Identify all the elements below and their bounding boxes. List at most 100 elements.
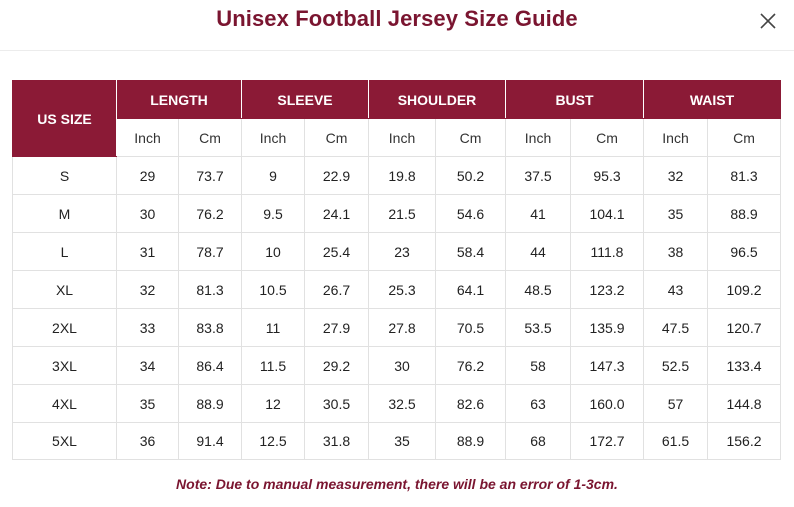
measurement-cell: 64.1 <box>435 270 506 309</box>
measurement-cell: 88.9 <box>178 384 242 423</box>
group-header-row: US SIZE LENGTH SLEEVE SHOULDER BUST WAIS… <box>12 80 781 157</box>
measurement-cell: 24.1 <box>304 194 369 233</box>
measurement-cell: 25.4 <box>304 232 369 271</box>
measurement-cell: 22.9 <box>304 156 369 195</box>
table-row: XL 32 81.3 10.5 26.7 25.3 64.1 48.5 123.2 43 109.2 <box>12 270 781 309</box>
measurement-cell: 35 <box>368 422 436 460</box>
measurement-cell: 21.5 <box>368 194 436 233</box>
table-row: 5XL 36 91.4 12.5 31.8 35 88.9 68 172.7 61.5 156.2 <box>12 422 781 460</box>
size-cell: 3XL <box>12 346 117 385</box>
measurement-cell: 70.5 <box>435 308 506 347</box>
unit-header-cm: Cm <box>707 118 781 157</box>
size-cell: L <box>12 232 117 271</box>
measurement-cell: 30.5 <box>304 384 369 423</box>
measurement-cell: 86.4 <box>178 346 242 385</box>
measurement-cell: 123.2 <box>570 270 644 309</box>
measurement-cell: 32 <box>643 156 708 195</box>
unit-header-cm: Cm <box>178 118 242 157</box>
measurement-cell: 82.6 <box>435 384 506 423</box>
measurement-cell: 32.5 <box>368 384 436 423</box>
measurement-cell: 76.2 <box>178 194 242 233</box>
measurement-cell: 25.3 <box>368 270 436 309</box>
measurement-cell: 83.8 <box>178 308 242 347</box>
measurement-cell: 63 <box>505 384 571 423</box>
modal-header: Unisex Football Jersey Size Guide <box>0 0 794 51</box>
measurement-cell: 12 <box>241 384 305 423</box>
measurement-cell: 10 <box>241 232 305 271</box>
measurement-cell: 96.5 <box>707 232 781 271</box>
measurement-cell: 147.3 <box>570 346 644 385</box>
measurement-cell: 30 <box>116 194 179 233</box>
measurement-cell: 68 <box>505 422 571 460</box>
size-table: US SIZE LENGTH SLEEVE SHOULDER BUST WAIS… <box>12 80 781 460</box>
group-header-bust: BUST <box>505 80 644 119</box>
measurement-cell: 11 <box>241 308 305 347</box>
measurement-cell: 27.9 <box>304 308 369 347</box>
measurement-cell: 10.5 <box>241 270 305 309</box>
measurement-note: Note: Due to manual measurement, there w… <box>176 476 618 492</box>
unit-header-inch: Inch <box>116 118 179 157</box>
measurement-cell: 133.4 <box>707 346 781 385</box>
measurement-cell: 172.7 <box>570 422 644 460</box>
measurement-cell: 36 <box>116 422 179 460</box>
measurement-cell: 48.5 <box>505 270 571 309</box>
measurement-cell: 50.2 <box>435 156 506 195</box>
group-header-shoulder: SHOULDER <box>368 80 506 119</box>
measurement-cell: 41 <box>505 194 571 233</box>
unit-header-inch: Inch <box>505 118 571 157</box>
measurement-cell: 58 <box>505 346 571 385</box>
unit-header-inch: Inch <box>643 118 708 157</box>
measurement-cell: 104.1 <box>570 194 644 233</box>
us-size-header: US SIZE <box>12 80 117 157</box>
measurement-cell: 91.4 <box>178 422 242 460</box>
measurement-cell: 35 <box>116 384 179 423</box>
measurement-cell: 34 <box>116 346 179 385</box>
measurement-cell: 54.6 <box>435 194 506 233</box>
measurement-cell: 52.5 <box>643 346 708 385</box>
unit-header-cm: Cm <box>435 118 506 157</box>
measurement-cell: 57 <box>643 384 708 423</box>
table-row: L 31 78.7 10 25.4 23 58.4 44 111.8 38 96.5 <box>12 232 781 271</box>
measurement-cell: 58.4 <box>435 232 506 271</box>
size-cell: M <box>12 194 117 233</box>
measurement-cell: 73.7 <box>178 156 242 195</box>
measurement-cell: 120.7 <box>707 308 781 347</box>
close-icon[interactable] <box>757 10 779 32</box>
table-row: S 29 73.7 9 22.9 19.8 50.2 37.5 95.3 32 81.3 <box>12 156 781 195</box>
unit-header-cm: Cm <box>304 118 369 157</box>
measurement-cell: 23 <box>368 232 436 271</box>
page-title: Unisex Football Jersey Size Guide <box>216 6 578 31</box>
measurement-cell: 88.9 <box>707 194 781 233</box>
size-cell: 5XL <box>12 422 117 460</box>
measurement-cell: 109.2 <box>707 270 781 309</box>
size-cell: XL <box>12 270 117 309</box>
measurement-cell: 61.5 <box>643 422 708 460</box>
measurement-cell: 26.7 <box>304 270 369 309</box>
measurement-cell: 31 <box>116 232 179 271</box>
measurement-cell: 29.2 <box>304 346 369 385</box>
measurement-cell: 53.5 <box>505 308 571 347</box>
size-cell: S <box>12 156 117 195</box>
measurement-cell: 160.0 <box>570 384 644 423</box>
measurement-cell: 37.5 <box>505 156 571 195</box>
unit-header-inch: Inch <box>241 118 305 157</box>
unit-header-row: Inch Cm Inch Cm Inch Cm Inch Cm Inch Cm <box>13 118 781 157</box>
measurement-cell: 111.8 <box>570 232 644 271</box>
measurement-cell: 30 <box>368 346 436 385</box>
measurement-cell: 156.2 <box>707 422 781 460</box>
measurement-cell: 31.8 <box>304 422 369 460</box>
measurement-cell: 32 <box>116 270 179 309</box>
measurement-cell: 35 <box>643 194 708 233</box>
measurement-cell: 81.3 <box>707 156 781 195</box>
measurement-cell: 78.7 <box>178 232 242 271</box>
measurement-cell: 43 <box>643 270 708 309</box>
size-cell: 4XL <box>12 384 117 423</box>
group-header-length: LENGTH <box>116 80 242 119</box>
measurement-cell: 9.5 <box>241 194 305 233</box>
table-row: M 30 76.2 9.5 24.1 21.5 54.6 41 104.1 35 88.9 <box>12 194 781 233</box>
measurement-cell: 95.3 <box>570 156 644 195</box>
unit-header-inch: Inch <box>368 118 436 157</box>
measurement-cell: 19.8 <box>368 156 436 195</box>
size-cell: 2XL <box>12 308 117 347</box>
measurement-cell: 38 <box>643 232 708 271</box>
